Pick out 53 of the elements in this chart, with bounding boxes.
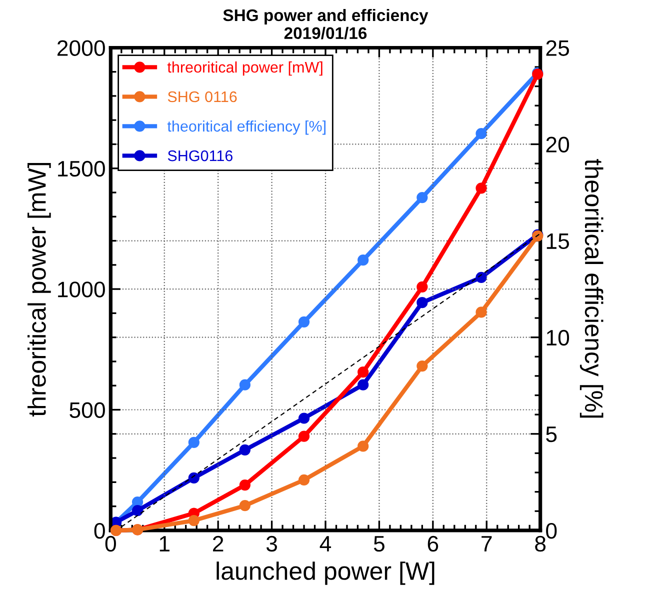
point [132,504,144,516]
point [476,272,487,284]
point [358,379,369,390]
point [298,316,310,328]
point [358,440,369,452]
chart-title: SHG power and efficiency [223,8,428,24]
point [298,430,310,442]
legend-label: threoritical power [mW] [167,61,322,76]
x-tick-label: 6 [428,536,438,552]
y-tick-label: 500 [70,402,105,418]
point [358,366,369,378]
point [298,412,310,424]
point [416,281,428,292]
y2-tick-label: 15 [546,234,569,250]
point [188,436,200,448]
x-tick-label: 4 [320,536,332,552]
x-tick-label: 5 [374,536,384,552]
y-axis-title: threoritical power [mW] [28,163,51,416]
point [416,297,428,308]
legend-label: theoritical efficiency [%] [167,120,326,135]
y2-tick-label: 10 [546,330,570,346]
legend-label: SHG 0116 [168,91,237,102]
x-tick-label: 3 [266,536,277,552]
y-tick-label: 0 [94,522,105,539]
chart-subtitle: 2019/01/16 [284,26,367,40]
y2-axis-title: theoritical efficiency [%] [580,159,604,418]
y2-tick-label: 5 [546,426,557,442]
y-tick-label: 2000 [57,40,105,56]
point [239,500,250,512]
point [416,192,428,204]
point [239,480,250,491]
point [476,182,487,194]
point [239,379,250,390]
point [476,306,487,318]
y-tick-label: 1500 [58,160,105,177]
y-tick-label: 1000 [58,282,105,298]
point [476,128,487,140]
point [188,514,200,526]
point [188,472,200,484]
x-tick-label: 1 [160,536,170,552]
point [239,444,250,456]
legend-label: SHG0116 [168,150,232,162]
x-tick-label: 2 [213,536,224,552]
point [298,474,310,486]
y2-tick-label: 25 [546,40,569,56]
x-tick-label: 7 [482,536,492,552]
point [358,254,369,266]
y2-tick-label: 0 [546,522,557,539]
y2-tick-label: 20 [546,136,570,153]
x-tick-label: 0 [105,536,116,552]
x-tick-label: 8 [535,536,546,552]
x-axis-title: launched power [W] [216,562,434,585]
point [416,360,428,372]
